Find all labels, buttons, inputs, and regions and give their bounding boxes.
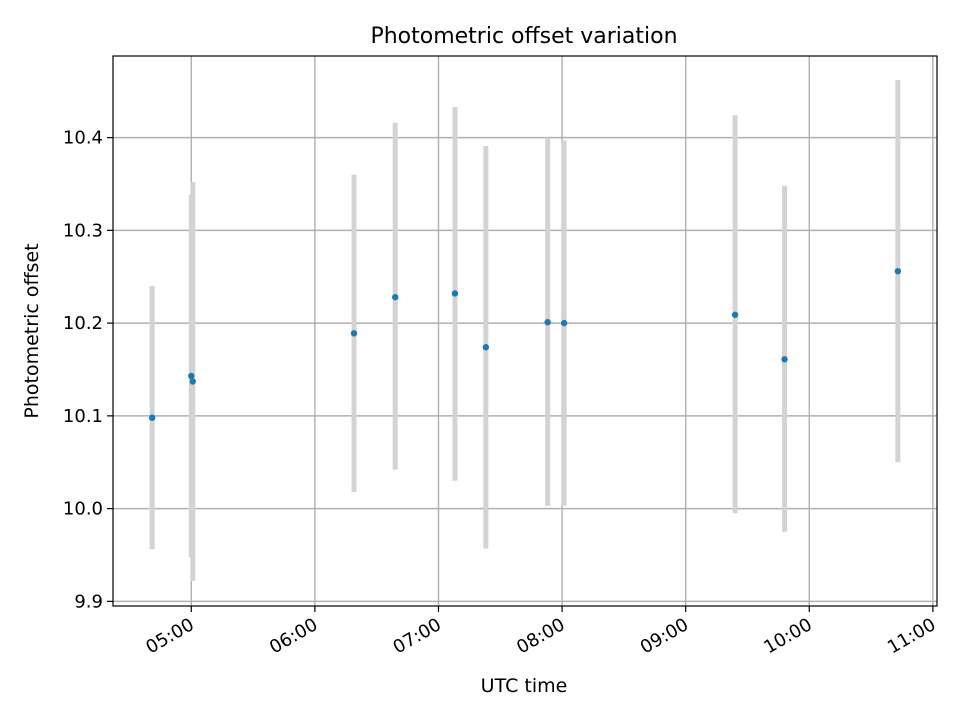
data-point — [451, 290, 459, 297]
data-point — [544, 318, 551, 326]
data-point — [392, 293, 399, 301]
data-point — [894, 267, 902, 275]
data-point — [350, 330, 358, 337]
y-axis-ticks: 9.9 10.0 10.1 10.2 10.3 10.4 — [63, 128, 113, 612]
y-tick-label: 10.0 — [63, 499, 103, 520]
chart-title: Photometric offset variation — [370, 24, 677, 49]
y-tick-label: 9.9 — [74, 591, 103, 612]
data-point — [189, 378, 196, 385]
y-tick-label: 10.2 — [63, 313, 103, 334]
y-tick-label: 10.1 — [63, 406, 103, 427]
data-point — [560, 319, 568, 327]
grid — [113, 56, 937, 606]
data-point — [781, 356, 788, 363]
data-point — [188, 372, 195, 380]
data-point — [482, 344, 490, 351]
plot-frame — [112, 55, 938, 607]
y-axis-label: Photometric offset — [21, 243, 43, 418]
x-axis-label: UTC time — [481, 675, 568, 697]
y-tick-label: 10.3 — [63, 220, 103, 241]
y-tick-label: 10.4 — [63, 128, 103, 149]
data-point — [731, 311, 739, 318]
data-point — [148, 414, 156, 421]
data-points — [148, 267, 902, 421]
